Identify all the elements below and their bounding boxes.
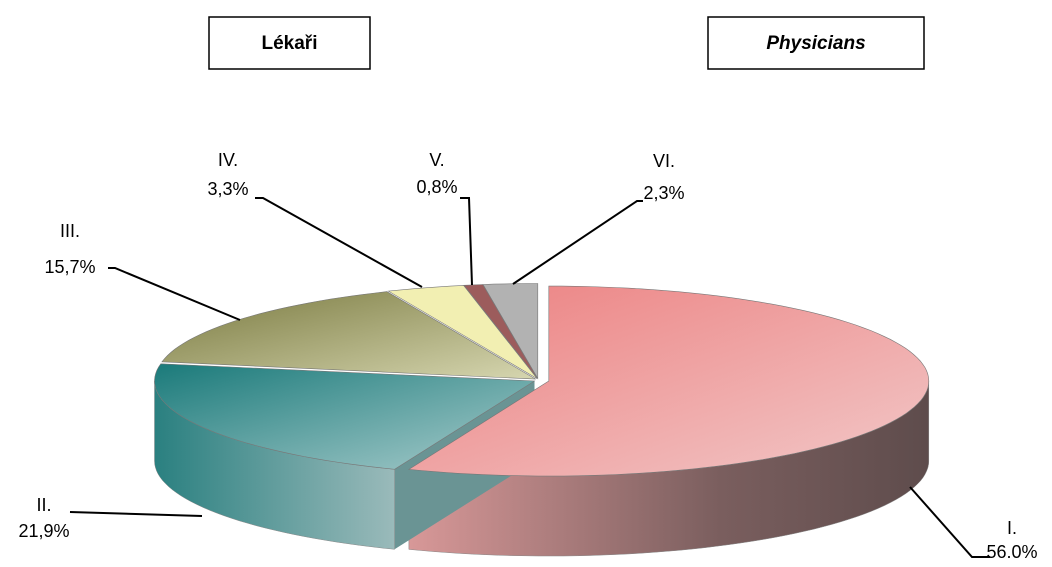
slice-label: IV.	[218, 150, 238, 170]
value-label: 2,3%	[643, 183, 684, 203]
leader-line	[69, 511, 203, 517]
leader-line	[108, 267, 241, 321]
leader-line	[512, 200, 643, 285]
value-label: 0,8%	[416, 177, 457, 197]
slice-label: II.	[36, 495, 51, 515]
value-label: 3,3%	[207, 179, 248, 199]
value-label: 21,9%	[18, 521, 69, 541]
slice	[482, 283, 539, 380]
pie	[154, 283, 930, 557]
leader-line	[460, 197, 473, 286]
slice-label: I.	[1007, 518, 1017, 538]
slice	[387, 285, 538, 379]
title-boxes: Lékaři Physicians	[208, 16, 925, 70]
value-label: 15,7%	[44, 257, 95, 277]
slice	[407, 285, 930, 477]
slice	[154, 363, 536, 470]
leader-line	[909, 486, 990, 558]
title-box	[208, 16, 371, 70]
leader-line	[255, 197, 423, 288]
slice-label: III.	[60, 221, 80, 241]
value-label: 56.0%	[986, 542, 1037, 562]
title-box	[707, 16, 925, 70]
title: Physicians	[766, 33, 865, 54]
title: Lékaři	[262, 33, 318, 54]
slice-label: VI.	[653, 151, 675, 171]
slice-label: V.	[429, 150, 444, 170]
